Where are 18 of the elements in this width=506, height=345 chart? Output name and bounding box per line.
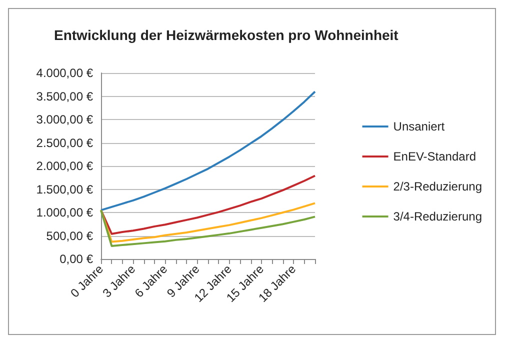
- y-tick-label: 3.000,00 €: [36, 112, 94, 126]
- line-series: [100, 209, 316, 247]
- chart-title: Entwicklung der Heizwärmekosten pro Wohneinheit: [54, 27, 399, 43]
- y-tick-label: 2.000,00 €: [36, 159, 94, 173]
- y-tick-label: 1.500,00 €: [36, 182, 94, 196]
- legend-label: 2/3-Reduzierung: [393, 180, 482, 194]
- y-tick-label: 2.500,00 €: [36, 136, 94, 150]
- line-series: [100, 202, 316, 243]
- legend-label: Unsaniert: [393, 120, 446, 134]
- y-tick-label: 0,00 €: [60, 252, 94, 266]
- line-series: [100, 174, 316, 235]
- legend-label: 3/4-Reduzierung: [393, 210, 482, 224]
- y-tick-label: 4.000,00 €: [36, 66, 94, 80]
- y-tick-label: 500,00 €: [46, 228, 94, 243]
- y-tick-label: 1.000,00 €: [36, 206, 94, 220]
- legend-label: EnEV-Standard: [393, 150, 476, 164]
- line-series: [100, 90, 316, 212]
- y-tick-label: 3.500,00 €: [36, 89, 94, 104]
